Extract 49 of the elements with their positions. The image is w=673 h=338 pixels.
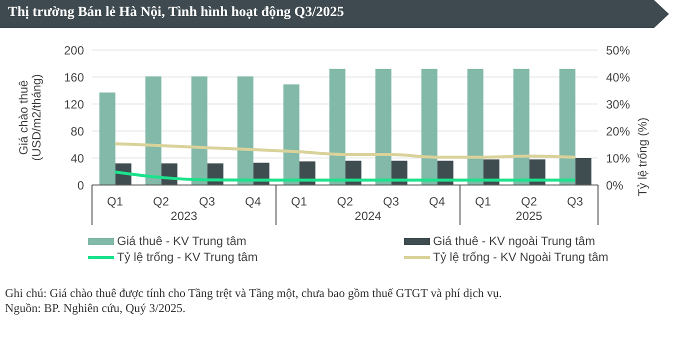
y2-tick-label: 50% <box>606 43 630 58</box>
bar <box>421 68 438 185</box>
x-tick-label: Q3 <box>566 194 584 209</box>
x-tick-label: Q3 <box>382 194 400 209</box>
text: Nguồn: BP. Nghiên cứu, Quý 3/2025. <box>5 301 186 316</box>
x-tick-label: Q2 <box>520 194 538 209</box>
text: 2023 <box>170 209 198 223</box>
y2-axis-title: Tỷ lệ trống (%) <box>635 118 650 196</box>
text: 2025 <box>514 209 544 223</box>
x-tick-label: Q2 <box>336 194 354 209</box>
legend-label: Giá thuê - KV ngoài Trung tâm <box>432 234 596 248</box>
x-tick-label: Q3 <box>198 194 216 209</box>
bar <box>559 68 576 185</box>
bar <box>145 76 162 185</box>
bar <box>329 68 346 185</box>
y2-tick-label: 10% <box>606 151 630 166</box>
y-axis-title: Giá chào thuê (USD/m2/tháng) <box>16 74 44 161</box>
y2-tick-label: 30% <box>606 97 630 112</box>
x-tick-label: Q1 <box>290 194 308 209</box>
text: Ghi chú: Giá chào thuê được tính cho Tầng trệt và Tầng một, chưa bao gồm thuế GTGT và phí dịch vụ. <box>5 286 502 301</box>
legend-label: Tỷ lệ trống - KV Trung tâm <box>116 250 258 264</box>
y2-tick-label: 20% <box>606 124 630 138</box>
y2-tick-label: 40% <box>606 70 630 84</box>
line-series <box>114 142 576 159</box>
y-tick-label: 160 <box>64 70 84 84</box>
x-tick-label: Q4 <box>244 194 262 209</box>
bar <box>513 68 530 185</box>
chart-title: Thị trường Bán lẻ Hà Nội, Tình hình hoạt động Q3/2025 <box>8 5 344 21</box>
bar <box>375 68 392 185</box>
line-series <box>114 170 576 182</box>
y-tick-label: 40 <box>70 151 84 166</box>
bar <box>283 84 300 185</box>
y-tick-label: 80 <box>70 124 84 138</box>
legend-label: Tỷ lệ trống - KV Ngoài Trung tâm <box>432 250 608 264</box>
y-tick-label: 0 <box>77 178 84 192</box>
bar <box>237 76 254 185</box>
y2-tick-label: 0% <box>606 178 624 192</box>
bar <box>191 76 208 185</box>
x-tick-label: Q2 <box>152 194 170 209</box>
text: 2024 <box>354 209 382 223</box>
y-tick-label: 120 <box>64 97 84 112</box>
bar <box>575 158 592 185</box>
x-tick-label: Q1 <box>106 194 124 209</box>
x-tick-label: Q4 <box>428 194 446 209</box>
bar <box>99 92 116 185</box>
x-tick-label: Q1 <box>474 194 492 209</box>
legend-label: Giá thuê - KV Trung tâm <box>116 234 246 248</box>
y-tick-label: 200 <box>64 43 84 58</box>
bar <box>467 68 484 185</box>
